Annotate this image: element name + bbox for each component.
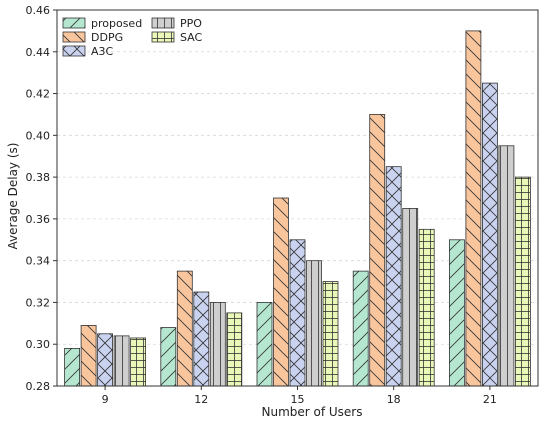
x-axis-title: Number of Users (261, 405, 362, 419)
y-tick-label: 0.42 (26, 88, 51, 101)
legend-item-ppo: PPO (151, 17, 202, 30)
legend-label: A3C (91, 45, 114, 58)
y-tick-label: 0.38 (26, 171, 51, 184)
legend-label: PPO (180, 17, 202, 30)
legend-swatch (62, 17, 86, 29)
x-tick-label: 12 (194, 393, 208, 406)
y-tick-label: 0.34 (26, 255, 51, 268)
bar-sac-18 (418, 228, 435, 387)
bar-ddpg-9 (80, 325, 97, 387)
bar-sac-15 (322, 281, 339, 387)
legend-label: SAC (180, 31, 203, 44)
bar-ddpg-12 (176, 270, 193, 387)
plot-frame (56, 9, 539, 387)
legend-swatch (151, 31, 175, 43)
y-tick-label: 0.46 (26, 4, 51, 17)
bar-a3c-12 (193, 291, 210, 387)
bar-sac-9 (130, 337, 147, 387)
bar-a3c-9 (97, 333, 113, 387)
legend-item-ddpg: DDPG (62, 31, 123, 44)
bar-ddpg-15 (273, 197, 289, 387)
bar-proposed-9 (64, 347, 80, 387)
bars (64, 30, 531, 387)
bar-a3c-21 (481, 82, 498, 387)
bar-ppo-18 (402, 208, 419, 387)
legend-item-proposed: proposed (62, 17, 142, 30)
legend-swatch (151, 17, 175, 29)
y-tick-label: 0.30 (26, 338, 51, 351)
bar-ppo-15 (306, 260, 322, 387)
y-axis-title: Average Delay (s) (6, 143, 20, 250)
x-tick-label: 21 (483, 393, 497, 406)
legend-swatch (62, 31, 86, 43)
bar-proposed-15 (256, 302, 273, 387)
bar-a3c-15 (289, 239, 306, 387)
x-tick-label: 18 (387, 393, 401, 406)
legend-label: proposed (91, 17, 142, 30)
bar-ddpg-18 (369, 114, 386, 387)
bar-proposed-21 (448, 239, 465, 387)
y-tick-label: 0.36 (26, 213, 51, 226)
y-tick-label: 0.32 (26, 296, 51, 309)
bar-ppo-9 (113, 335, 130, 387)
bar-sac-12 (226, 312, 243, 387)
bar-ppo-21 (498, 145, 515, 387)
axes: 0.28 0.30 0.32 0.34 0.36 0.38 0.40 0.42 0.44 0.46… (26, 4, 539, 406)
y-tick-label: 0.28 (26, 380, 51, 393)
legend-item-sac: SAC (151, 31, 203, 44)
x-tick-label: 9 (102, 393, 109, 406)
y-tick-label: 0.44 (26, 46, 51, 59)
bar-ppo-12 (209, 302, 226, 387)
bar-proposed-12 (160, 327, 177, 387)
bar-a3c-18 (385, 166, 402, 387)
legend-label: DDPG (91, 31, 123, 44)
bar-proposed-18 (352, 270, 369, 387)
x-tick-label: 15 (291, 393, 305, 406)
legend-swatch (62, 45, 86, 57)
bar-sac-21 (515, 176, 531, 387)
bar-ddpg-21 (465, 30, 482, 387)
legend-item-a3c: A3C (62, 45, 114, 58)
y-tick-label: 0.40 (26, 129, 51, 142)
